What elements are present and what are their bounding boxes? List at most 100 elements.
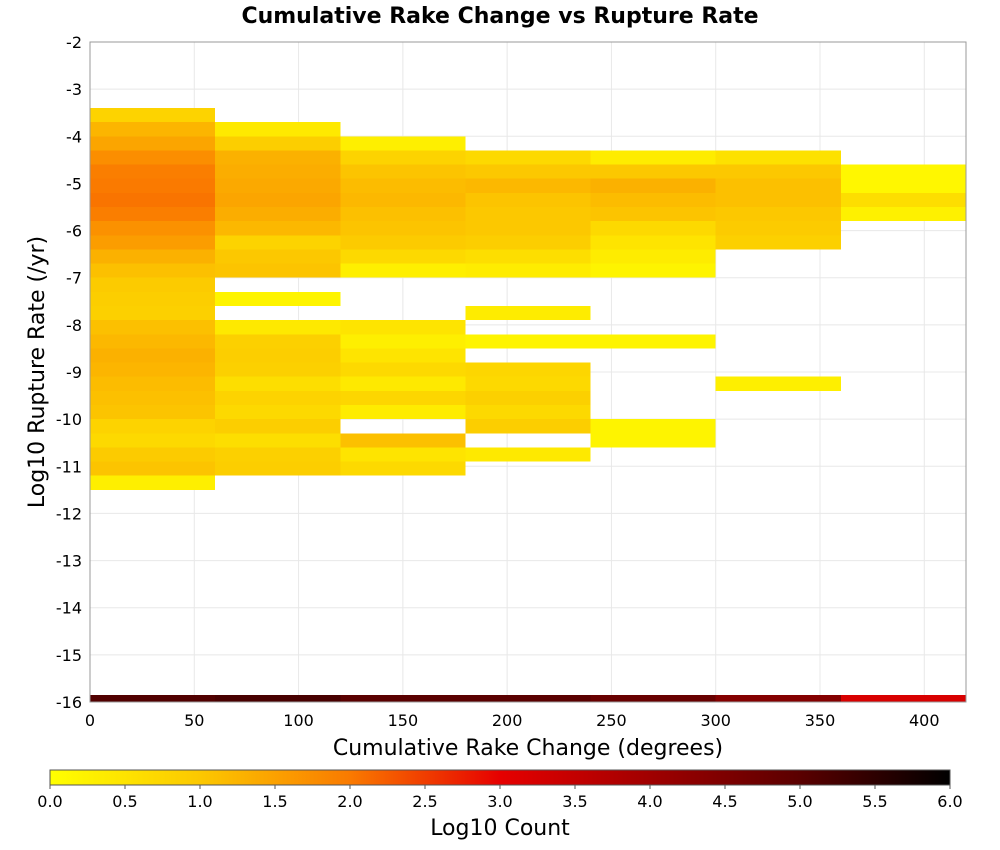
colorbar-tick-label: 2.0 — [337, 792, 362, 811]
heatmap-cell — [215, 433, 341, 448]
x-tick-label: 100 — [283, 711, 314, 730]
heatmap-cell — [90, 136, 216, 151]
heatmap-cell — [465, 249, 591, 264]
heatmap-cell — [340, 178, 466, 193]
heatmap-cell — [90, 419, 216, 434]
heatmap-cell — [340, 320, 466, 335]
heatmap-cell — [715, 235, 841, 250]
colorbar-tick-label: 6.0 — [937, 792, 962, 811]
heatmap-cell — [90, 150, 216, 165]
colorbar-tick-label: 5.0 — [787, 792, 812, 811]
colorbar-tick-label: 0.5 — [112, 792, 137, 811]
heatmap-cell — [215, 164, 341, 179]
x-tick-label: 200 — [492, 711, 523, 730]
heatmap-cell — [465, 447, 591, 462]
heatmap-cell — [90, 178, 216, 193]
heatmap-cell — [90, 475, 216, 490]
heatmap-cell — [340, 207, 466, 222]
heatmap-cell — [215, 447, 341, 462]
heatmap-cell — [90, 447, 216, 462]
heatmap-cell — [340, 164, 466, 179]
x-tick-label: 150 — [388, 711, 419, 730]
heatmap-cell — [340, 235, 466, 250]
heatmap-cell — [465, 376, 591, 391]
heatmap-cell — [215, 461, 341, 476]
heatmap-cell — [90, 207, 216, 222]
y-tick-label: -13 — [56, 552, 82, 571]
heatmap-cell — [215, 291, 341, 306]
heatmap-cell — [90, 390, 216, 405]
marginal-strip — [90, 694, 966, 702]
colorbar-tick-label: 0.0 — [37, 792, 62, 811]
heatmap-cell — [215, 122, 341, 137]
heatmap-cell — [590, 249, 716, 264]
heatmap-cell — [340, 362, 466, 377]
y-tick-label: -8 — [66, 316, 82, 335]
marginal-strip-cell — [465, 694, 591, 702]
heatmap-cell — [465, 178, 591, 193]
heatmap-cell — [340, 405, 466, 420]
heatmap-cell — [715, 376, 841, 391]
heatmap-cell — [465, 306, 591, 321]
heatmap-cell — [715, 207, 841, 222]
y-tick-label: -9 — [66, 363, 82, 382]
y-tick-label: -4 — [66, 127, 82, 146]
heatmap-cell — [590, 207, 716, 222]
heatmap-cell — [465, 192, 591, 207]
x-tick-label: 400 — [909, 711, 940, 730]
y-tick-label: -3 — [66, 80, 82, 99]
heatmap-cell — [465, 263, 591, 278]
marginal-strip-cell — [340, 694, 466, 702]
y-tick-label: -2 — [66, 33, 82, 52]
heatmap-cell — [90, 249, 216, 264]
heatmap-cell — [90, 433, 216, 448]
heatmap-cell — [840, 192, 966, 207]
heatmap-cell — [215, 207, 341, 222]
heatmap-cell — [215, 334, 341, 349]
heatmap-cell — [340, 461, 466, 476]
heatmap-cell — [590, 419, 716, 434]
heatmap-cell — [715, 178, 841, 193]
heatmap-cell — [340, 249, 466, 264]
colorbar-tick-label: 4.5 — [712, 792, 737, 811]
heatmap-cell — [465, 419, 591, 434]
heatmap-cell — [90, 108, 216, 123]
y-tick-label: -10 — [56, 410, 82, 429]
marginal-strip-cell — [715, 694, 841, 702]
x-tick-labels: 0 50 100 150 200 250 300 350 400 — [85, 711, 940, 730]
heatmap-cell — [465, 235, 591, 250]
y-tick-label: -11 — [56, 457, 82, 476]
colorbar-tick-label: 2.5 — [412, 792, 437, 811]
heatmap-cell — [90, 362, 216, 377]
heatmap-cell — [90, 277, 216, 292]
y-axis-label: Log10 Rupture Rate (/yr) — [25, 236, 50, 508]
heatmap-cell — [465, 164, 591, 179]
colorbar-tick-label: 1.0 — [187, 792, 212, 811]
heatmap-cell — [90, 461, 216, 476]
heatmap-cell — [340, 263, 466, 278]
marginal-strip-cell — [215, 694, 341, 702]
y-tick-label: -15 — [56, 646, 82, 665]
heatmap-cell — [215, 221, 341, 236]
x-tick-label: 300 — [700, 711, 731, 730]
y-tick-label: -5 — [66, 174, 82, 193]
marginal-strip-cell — [90, 694, 216, 702]
heatmap-cell — [215, 376, 341, 391]
heatmap-cell — [715, 164, 841, 179]
x-tick-label: 250 — [596, 711, 627, 730]
heatmap-cell — [215, 249, 341, 264]
x-axis-label: Cumulative Rake Change (degrees) — [333, 736, 723, 761]
heatmap-cell — [340, 376, 466, 391]
heatmap-cell — [465, 150, 591, 165]
colorbar-label: Log10 Count — [430, 816, 570, 841]
colorbar-tick-labels: 0.0 0.5 1.0 1.5 2.0 2.5 3.0 3.5 4.0 4.5 5.0 5.5 6.0 — [37, 785, 963, 811]
y-tick-label: -7 — [66, 269, 82, 288]
heatmap-cell — [215, 235, 341, 250]
heatmap-cell — [340, 390, 466, 405]
colorbar-tick-label: 3.0 — [487, 792, 512, 811]
heatmap-cell — [590, 433, 716, 448]
chart-title: Cumulative Rake Change vs Rupture Rate — [241, 4, 758, 29]
marginal-strip-cell — [840, 694, 966, 702]
heatmap-cell — [215, 263, 341, 278]
